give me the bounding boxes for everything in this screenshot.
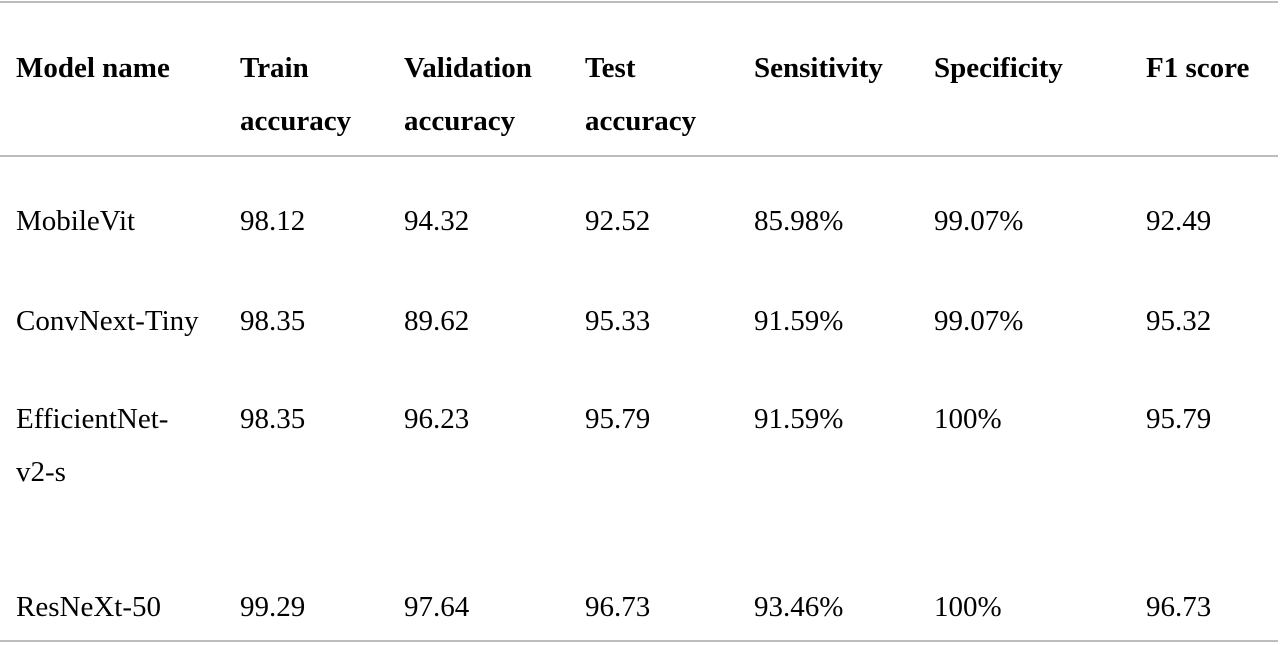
cell-model-name: MobileVit — [16, 205, 136, 237]
cell-validation-accuracy: 89.62 — [404, 305, 470, 337]
cell-specificity: 100% — [934, 403, 1002, 435]
cell-validation-accuracy: 94.32 — [404, 205, 470, 237]
cell-train-accuracy: 99.29 — [240, 591, 306, 623]
cell-sensitivity: 93.46% — [754, 591, 844, 623]
cell-sensitivity: 91.59% — [754, 305, 844, 337]
cell-f1-score: 92.49 — [1146, 205, 1212, 237]
cell-model-name: EfficientNet- v2-s — [16, 403, 169, 488]
header-test-accuracy: Test accuracy — [585, 52, 697, 137]
cell-f1-score: 95.79 — [1146, 403, 1212, 435]
table-bottom-rule — [0, 640, 1278, 642]
cell-train-accuracy: 98.35 — [240, 305, 306, 337]
table-top-rule — [0, 1, 1278, 3]
cell-f1-score: 95.32 — [1146, 305, 1212, 337]
header-model-name: Model name — [16, 52, 170, 84]
cell-test-accuracy: 92.52 — [585, 205, 651, 237]
header-validation-accuracy: Validation accuracy — [404, 52, 532, 137]
header-specificity: Specificity — [934, 52, 1063, 84]
cell-model-name: ResNeXt-50 — [16, 591, 161, 623]
cell-f1-score: 96.73 — [1146, 591, 1212, 623]
header-train-accuracy: Train accuracy — [240, 52, 352, 137]
cell-sensitivity: 85.98% — [754, 205, 844, 237]
cell-specificity: 100% — [934, 591, 1002, 623]
cell-test-accuracy: 95.79 — [585, 403, 651, 435]
header-divider-rule — [0, 155, 1278, 157]
cell-test-accuracy: 95.33 — [585, 305, 651, 337]
header-f1-score: F1 score — [1146, 52, 1250, 84]
cell-validation-accuracy: 96.23 — [404, 403, 470, 435]
cell-test-accuracy: 96.73 — [585, 591, 651, 623]
header-sensitivity: Sensitivity — [754, 52, 883, 84]
cell-validation-accuracy: 97.64 — [404, 591, 470, 623]
cell-sensitivity: 91.59% — [754, 403, 844, 435]
cell-train-accuracy: 98.12 — [240, 205, 306, 237]
cell-specificity: 99.07% — [934, 205, 1024, 237]
cell-model-name: ConvNext-Tiny — [16, 305, 199, 337]
cell-train-accuracy: 98.35 — [240, 403, 306, 435]
cell-specificity: 99.07% — [934, 305, 1024, 337]
